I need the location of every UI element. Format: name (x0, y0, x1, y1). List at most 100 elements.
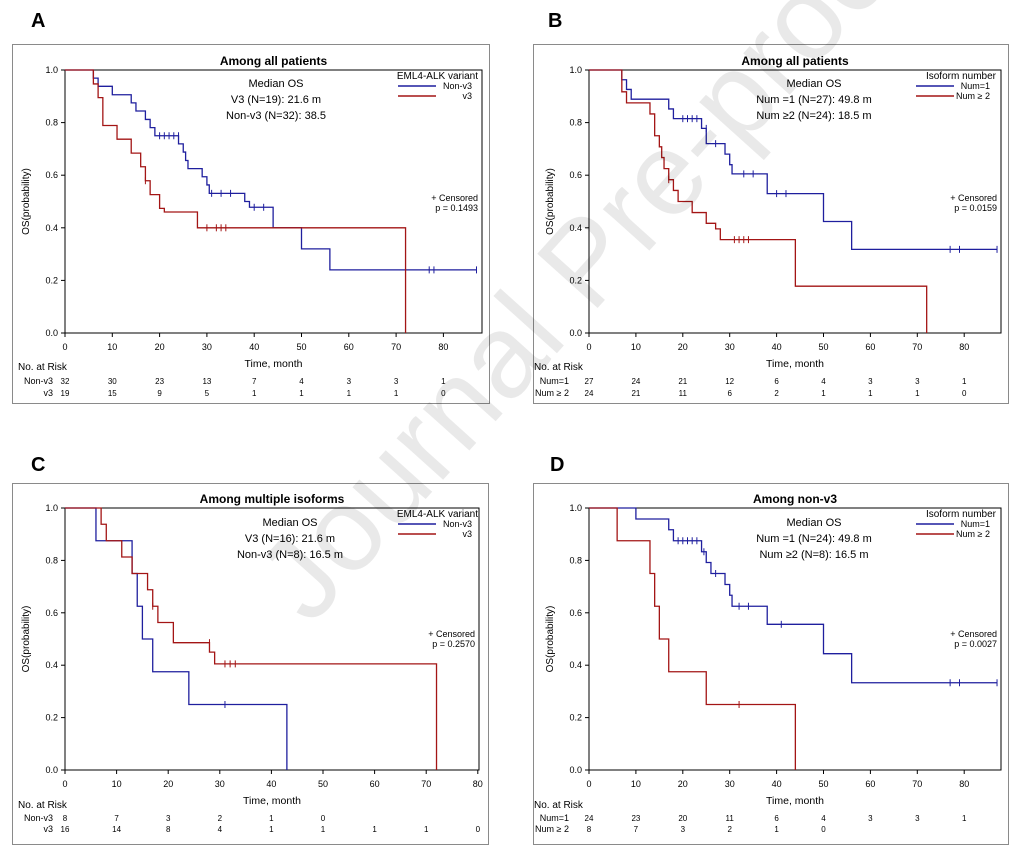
censored-legend: + Censored (428, 629, 475, 639)
panel-c-frame (12, 483, 489, 845)
plot-area (588, 69, 1002, 334)
x-tick-label: 70 (421, 779, 431, 789)
x-tick-label: 10 (631, 779, 641, 789)
risk-count: 1 (269, 814, 274, 823)
y-tick-label: 0.6 (569, 608, 582, 618)
x-tick-label: 40 (772, 779, 782, 789)
panel-letter-b: B (548, 10, 563, 32)
legend-label: Num ≥ 2 (956, 91, 990, 101)
risk-row-label: Num ≥ 2 (535, 824, 569, 834)
x-tick-label: 50 (318, 779, 328, 789)
y-tick-label: 0.2 (569, 713, 582, 723)
chart-title: Among multiple isoforms (200, 492, 345, 506)
y-tick-label: 0.4 (45, 223, 58, 233)
risk-count: 20 (678, 814, 687, 823)
y-tick-label: 1.0 (45, 503, 58, 513)
y-tick-label: 0.8 (45, 118, 58, 128)
y-tick-label: 0.8 (569, 555, 582, 565)
risk-count: 3 (166, 814, 171, 823)
y-tick-label: 0.2 (45, 275, 58, 285)
x-tick-label: 70 (391, 342, 401, 352)
risk-count: 1 (394, 389, 399, 398)
risk-count: 3 (915, 814, 920, 823)
x-tick-label: 60 (865, 779, 875, 789)
risk-row-label: v3 (43, 388, 53, 398)
panel-d-frame (533, 483, 1009, 845)
y-axis-label: OS(probability) (545, 606, 556, 673)
x-tick-label: 40 (772, 342, 782, 352)
risk-count: 15 (108, 389, 117, 398)
chart-title: Among all patients (741, 54, 849, 68)
risk-count: 7 (114, 814, 119, 823)
risk-count: 3 (868, 814, 873, 823)
x-tick-label: 40 (266, 779, 276, 789)
x-axis-label: Time, month (243, 795, 301, 807)
risk-count: 1 (321, 825, 326, 834)
risk-table-title: No. at Risk (534, 800, 584, 811)
risk-table-title: No. at Risk (534, 362, 584, 373)
median-line: V3 (N=16): 21.6 m (245, 533, 335, 545)
risk-table-title: No. at Risk (18, 800, 68, 811)
risk-count: 4 (821, 377, 826, 386)
x-tick-label: 0 (62, 342, 67, 352)
risk-count: 1 (962, 814, 967, 823)
risk-count: 16 (61, 825, 70, 834)
x-tick-label: 50 (296, 342, 306, 352)
x-tick-label: 40 (249, 342, 259, 352)
y-tick-label: 0.2 (569, 275, 582, 285)
x-tick-label: 30 (725, 779, 735, 789)
x-tick-label: 20 (163, 779, 173, 789)
y-tick-label: 0.0 (569, 765, 582, 775)
risk-count: 0 (962, 389, 967, 398)
legend-label: v3 (462, 529, 472, 539)
y-tick-label: 1.0 (45, 65, 58, 75)
y-tick-label: 0.8 (569, 118, 582, 128)
risk-count: 2 (774, 389, 779, 398)
x-tick-label: 20 (678, 779, 688, 789)
risk-count: 23 (631, 814, 640, 823)
legend-label: v3 (462, 91, 472, 101)
median-line: Non-v3 (N=8): 16.5 m (237, 549, 343, 561)
risk-row-label: Num=1 (540, 813, 569, 823)
risk-count: 24 (631, 377, 640, 386)
risk-row-label: Non-v3 (24, 813, 53, 823)
median-line: Non-v3 (N=32): 38.5 (226, 110, 326, 122)
risk-count: 1 (962, 377, 967, 386)
risk-count: 9 (157, 389, 162, 398)
legend-title: Isoform number (926, 509, 997, 520)
x-axis-label: Time, month (766, 795, 824, 807)
y-tick-label: 0.0 (45, 765, 58, 775)
p-value: p = 0.2570 (432, 639, 475, 649)
x-tick-label: 80 (959, 342, 969, 352)
y-axis-label: OS(probability) (545, 168, 556, 235)
x-tick-label: 30 (725, 342, 735, 352)
risk-count: 23 (155, 377, 164, 386)
risk-row-label: Non-v3 (24, 376, 53, 386)
y-tick-label: 0.0 (45, 328, 58, 338)
risk-count: 6 (774, 814, 779, 823)
x-tick-label: 80 (959, 779, 969, 789)
risk-count: 6 (727, 389, 732, 398)
risk-count: 1 (252, 389, 257, 398)
y-tick-label: 1.0 (569, 503, 582, 513)
censored-legend: + Censored (431, 193, 478, 203)
risk-count: 21 (678, 377, 687, 386)
risk-count: 2 (218, 814, 223, 823)
risk-count: 32 (61, 377, 70, 386)
y-tick-label: 0.6 (45, 170, 58, 180)
x-tick-label: 70 (912, 779, 922, 789)
x-tick-label: 50 (818, 342, 828, 352)
x-tick-label: 80 (473, 779, 483, 789)
panel-a-frame (12, 44, 490, 404)
risk-count: 2 (727, 825, 732, 834)
x-tick-label: 20 (155, 342, 165, 352)
risk-count: 0 (321, 814, 326, 823)
risk-count: 1 (821, 389, 826, 398)
risk-count: 4 (299, 377, 304, 386)
risk-count: 8 (166, 825, 171, 834)
legend-title: Isoform number (926, 71, 997, 82)
legend-label: Num=1 (961, 81, 990, 91)
legend-title: EML4-ALK variant (397, 509, 478, 520)
